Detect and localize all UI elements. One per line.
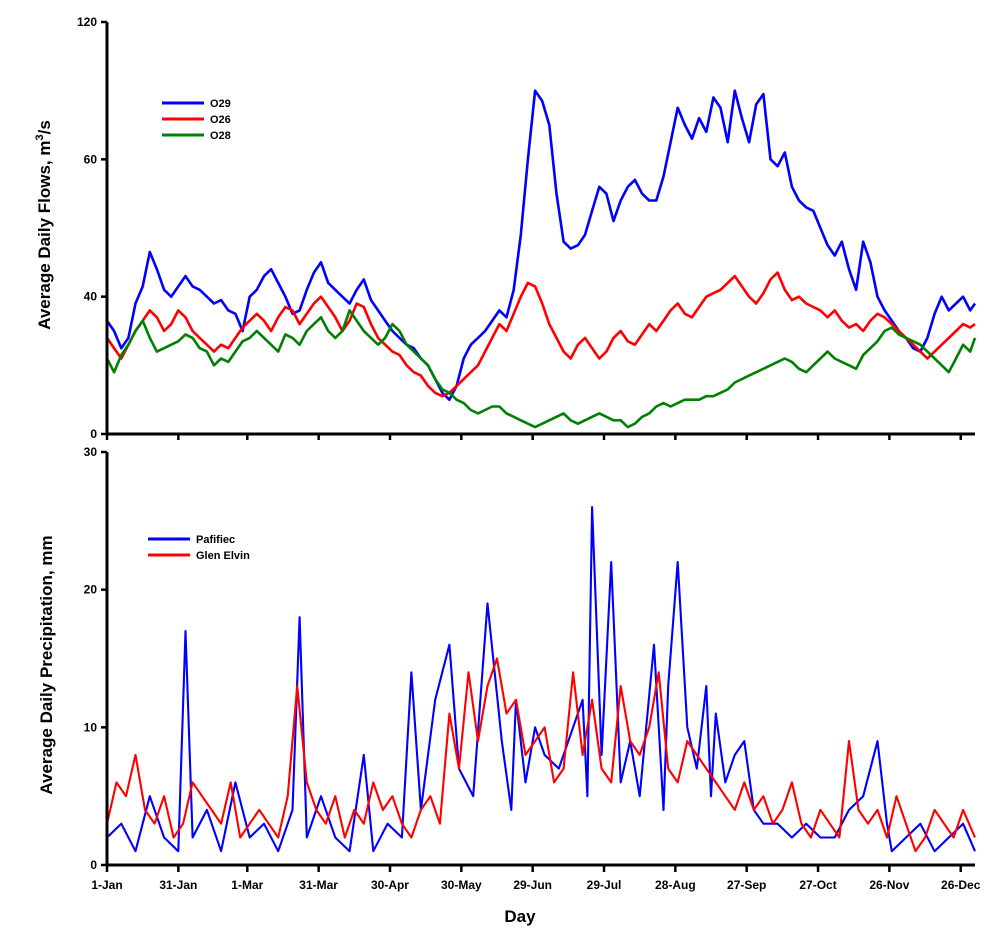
precip-legend-label: Glen Elvin <box>196 550 250 562</box>
precip-x-tick-label: 27-Sep <box>727 878 766 892</box>
precip-x-tick-label: 29-Jul <box>587 878 622 892</box>
flow-legend-label: O28 <box>210 130 231 142</box>
precip-x-tick-label: 27-Oct <box>799 878 836 892</box>
precip-x-tick-label: 31-Jan <box>159 878 197 892</box>
flow-legend-label: O29 <box>210 98 231 110</box>
precip-legend-label: Pafifiec <box>196 534 235 546</box>
precip-x-tick-label: 1-Mar <box>231 878 263 892</box>
precip-x-tick-label: 28-Aug <box>655 878 696 892</box>
precip-y-axis-title: Average Daily Precipitation, mm <box>37 535 56 794</box>
precip-x-tick-label: 29-Jun <box>513 878 552 892</box>
flow-series-group <box>105 89 977 429</box>
flow-y-tick-label: 120 <box>77 15 97 29</box>
flow-y-ticks: 0 40 60 120 <box>77 15 962 441</box>
precip-x-tick-label: 31-Mar <box>299 878 338 892</box>
precip-x-tick-label: 26-Nov <box>869 878 909 892</box>
flow-legend-label: O26 <box>210 114 231 126</box>
precip-x-tick-label: 26-Dec <box>941 878 981 892</box>
flow-y-tick-label: 0 <box>90 427 97 441</box>
precip-legend: Pafifiec Glen Elvin <box>148 534 250 562</box>
flow-y-tick-label: 60 <box>84 152 98 166</box>
flow-legend: O29 O26 O28 <box>162 98 231 142</box>
flow-series-line-o29 <box>105 89 977 402</box>
precip-y-tick-label: 0 <box>90 858 97 872</box>
precip-y-tick-label: 10 <box>84 720 98 734</box>
precip-series-line-pafifiec <box>106 506 976 853</box>
precip-x-tick-label: 30-Apr <box>371 878 409 892</box>
precip-series-line-glen-elvin <box>105 657 976 853</box>
precip-y-tick-label: 20 <box>84 583 98 597</box>
flow-y-tick-label: 40 <box>84 290 98 304</box>
precip-series-group <box>105 506 976 853</box>
flow-series-line-o26 <box>105 271 976 398</box>
precip-y-tick-label: 30 <box>84 445 98 459</box>
precip-x-tick-label: 1-Jan <box>91 878 122 892</box>
precip-chart-panel: 0 10 20 30 1-Jan 31-Jan 1-Mar 31-Mar 30-Apr 30-M… <box>37 445 981 926</box>
flow-series-line-o28 <box>105 309 977 429</box>
precip-y-ticks: 0 10 20 30 <box>84 445 107 872</box>
x-axis-title: Day <box>504 907 536 926</box>
precip-x-ticks: 1-Jan 31-Jan 1-Mar 31-Mar 30-Apr 30-May 29-Jun… <box>91 865 981 892</box>
precip-x-tick-label: 30-May <box>441 878 482 892</box>
flow-y-axis-title: Average Daily Flows, m3/s <box>34 120 54 330</box>
